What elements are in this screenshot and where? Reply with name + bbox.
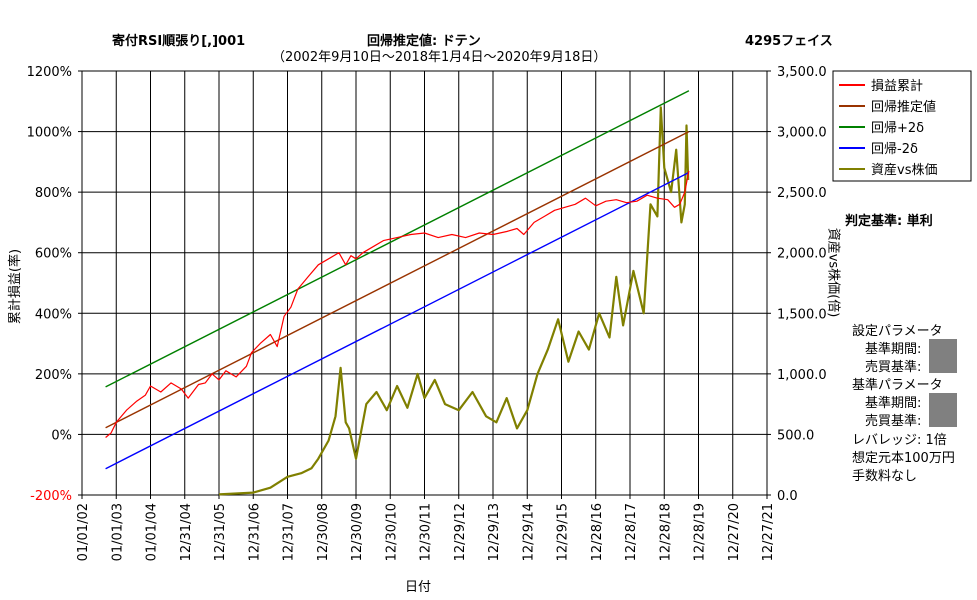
- base-buy-sell-label: 売買基準:: [865, 414, 922, 429]
- series-line-1: [105, 170, 690, 438]
- capital-label: 想定元本100万円: [852, 451, 955, 466]
- y-left-tick-label: -200%: [30, 489, 72, 504]
- x-tick-label: 12/30/08: [316, 503, 331, 561]
- series-line-3: [105, 90, 690, 388]
- setting-buy-sell-label: 売買基準:: [865, 360, 922, 375]
- x-tick-label: 12/28/19: [693, 503, 708, 561]
- x-tick-label: 12/29/14: [521, 503, 536, 561]
- x-tick-label: 12/29/15: [556, 503, 571, 561]
- x-tick-label: 12/30/11: [419, 503, 434, 561]
- y-left-tick-label: 400%: [35, 307, 72, 322]
- y-left-tick-label: 1000%: [27, 126, 72, 141]
- criteria-label: 判定基準: 単利: [845, 214, 933, 229]
- x-tick-label: 12/27/20: [727, 503, 742, 561]
- x-tick-label: 01/01/04: [145, 503, 160, 561]
- x-tick-label: 01/01/03: [110, 503, 125, 561]
- x-tick-label: 12/27/21: [761, 503, 776, 561]
- y-left-axis-label: 累計損益(率): [8, 248, 24, 325]
- y-right-tick-label: 1,000.0: [777, 368, 827, 383]
- x-tick-label: 12/31/04: [179, 503, 194, 561]
- y-right-tick-label: 0.0: [777, 489, 798, 504]
- setting-params-redacted: [929, 339, 957, 373]
- period-label: （2002年9月10日～2018年1月4日～2020年9月18日）: [272, 50, 607, 65]
- fee-label: 手数料なし: [852, 469, 918, 484]
- chart-title: 寄付RSI順張り[,]001: [112, 34, 246, 49]
- legend-label: 損益累計: [871, 78, 923, 94]
- legend-label: 回帰-2δ: [871, 141, 918, 157]
- base-period-label: 基準期間:: [865, 396, 922, 411]
- legend-label: 回帰推定値: [871, 99, 936, 115]
- x-tick-label: 12/29/13: [487, 503, 502, 561]
- y-right-tick-label: 2,500.0: [777, 186, 827, 201]
- y-left-tick-label: 600%: [35, 247, 72, 262]
- y-left-tick-label: 1200%: [27, 65, 72, 80]
- x-tick-label: 01/01/02: [76, 503, 91, 561]
- legend-label: 資産vs株価: [871, 162, 937, 178]
- y-left-tick-label: 0%: [51, 428, 72, 443]
- y-left-tick-label: 200%: [35, 368, 72, 383]
- x-tick-label: 12/28/16: [590, 503, 605, 561]
- base-params-redacted: [929, 393, 957, 427]
- x-tick-label: 12/30/09: [350, 503, 365, 561]
- x-tick-label: 12/28/18: [658, 503, 673, 561]
- x-tick-label: 12/30/10: [384, 503, 399, 561]
- y-left-tick-label: 800%: [35, 186, 72, 201]
- x-axis-label: 日付: [405, 580, 432, 595]
- y-right-tick-label: 3,000.0: [777, 126, 827, 141]
- x-tick-label: 12/31/06: [247, 503, 262, 561]
- y-right-tick-label: 500.0: [777, 428, 814, 443]
- base-params-label: 基準パラメータ: [852, 378, 943, 393]
- y-right-tick-label: 1,500.0: [777, 307, 827, 322]
- y-right-tick-label: 2,000.0: [777, 247, 827, 262]
- company-label: 4295フェイス: [745, 34, 833, 49]
- series-line-5: [218, 106, 690, 496]
- x-tick-label: 12/28/17: [624, 503, 639, 561]
- leverage-label: レバレッジ: 1倍: [852, 433, 947, 448]
- x-tick-label: 12/31/05: [213, 503, 228, 561]
- method-label: 回帰推定値: ドテン: [367, 34, 481, 49]
- y-right-axis-label: 資産vs株価(倍): [825, 227, 841, 318]
- series-line-4: [105, 171, 690, 470]
- setting-params-label: 設定パラメータ: [852, 324, 943, 339]
- series-line-2: [105, 130, 690, 429]
- y-right-tick-label: 3,500.0: [777, 65, 827, 80]
- x-tick-label: 12/31/07: [282, 503, 297, 561]
- x-tick-label: 12/29/12: [453, 503, 468, 561]
- setting-base-period-label: 基準期間:: [865, 342, 922, 357]
- legend-label: 回帰+2δ: [871, 120, 924, 136]
